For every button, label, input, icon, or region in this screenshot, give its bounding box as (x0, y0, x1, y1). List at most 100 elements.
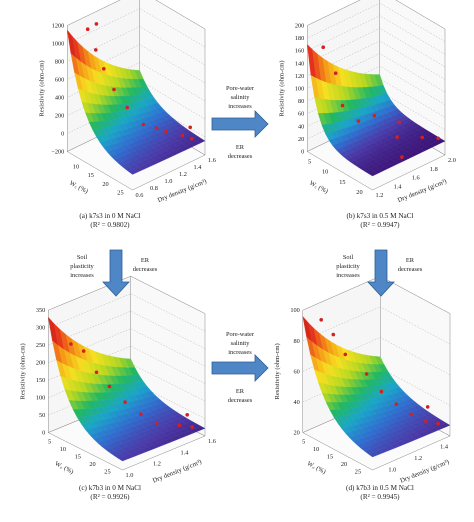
w-tick-label: 20 (356, 189, 362, 196)
d-tick-label: 1.8 (430, 166, 438, 173)
d-tick-label: 1.6 (208, 438, 216, 445)
w-axis-label: W꜀ (%) (308, 180, 329, 196)
surface-patch (440, 422, 451, 428)
data-point (425, 405, 430, 409)
z-tick-label: 200 (36, 360, 45, 367)
data-point (331, 332, 336, 337)
data-point (343, 352, 348, 357)
data-point (319, 318, 324, 322)
data-point (164, 129, 168, 134)
w-tick-label: 10 (313, 446, 319, 453)
d-tick-label: 1.4 (440, 444, 449, 451)
w-tick-label: 5 (48, 439, 51, 446)
arrow-right-top (211, 110, 269, 138)
data-point (190, 425, 194, 429)
data-point (340, 103, 345, 108)
data-point (379, 389, 384, 394)
z-axis-label: Resistivity (ohm-cm) (19, 343, 26, 399)
z-tick-label: 150 (36, 377, 45, 384)
d-tick-label: 1.2 (376, 192, 384, 199)
grid-line (48, 345, 206, 384)
z-tick-label: 600 (55, 77, 64, 84)
w-tick-label: 5 (308, 159, 311, 166)
z-tick-label: 140 (295, 60, 304, 67)
arrow-right-bottom (211, 354, 269, 382)
grid-line (48, 293, 206, 332)
data-point (188, 125, 192, 130)
data-point (372, 113, 377, 118)
panel-r2: (R² = 0.9945) (360, 493, 400, 501)
grid-line (67, 26, 206, 66)
data-point (321, 45, 326, 49)
grid-line (67, 8, 206, 48)
arrow-top-label-3: increases (228, 103, 252, 110)
arrow-left-right-2: decreases (133, 266, 158, 273)
w-tick-label: 10 (60, 446, 66, 453)
data-point (400, 155, 404, 159)
w-tick-label: 25 (104, 469, 110, 476)
z-tick-label: 60 (294, 368, 300, 375)
grid-line (67, 0, 206, 30)
z-tick-label: 50 (39, 412, 45, 419)
z-tick-label: 1000 (52, 41, 65, 48)
grid-line (307, 2, 446, 42)
d-tick-label: 1.6 (208, 157, 216, 164)
data-point (436, 421, 440, 426)
w-tick-label: 20 (102, 181, 108, 188)
z-tick-label: 200 (55, 113, 64, 120)
data-point (356, 119, 361, 123)
w-tick-label: 15 (327, 454, 333, 461)
z-tick-label: 80 (294, 338, 300, 345)
w-tick-label: 15 (75, 454, 81, 461)
grid-line (48, 363, 206, 402)
d-tick-label: 1.2 (179, 171, 187, 178)
surface-patch (435, 138, 446, 144)
z-tick-label: 120 (295, 73, 304, 80)
data-point (333, 71, 338, 75)
z-tick-label: 300 (36, 325, 45, 332)
w-tick-label: 5 (302, 439, 305, 446)
w-tick-label: 20 (89, 461, 95, 468)
data-point (94, 370, 99, 375)
data-point (154, 421, 159, 425)
data-point (424, 419, 428, 423)
data-point (420, 135, 425, 140)
d-axis-label: Dry density (g/cm³) (397, 178, 448, 204)
z-tick-label: 80 (298, 98, 304, 105)
arrow-bottom-below-1: ER (236, 388, 245, 395)
z-axis-label: Resistivity (ohm-cm) (274, 343, 281, 399)
data-point (180, 133, 185, 138)
data-point (94, 22, 99, 26)
z-axis-label: Resistivity (ohm-cm) (278, 60, 285, 116)
data-point (190, 137, 194, 141)
data-point (107, 384, 112, 389)
z-axis-label: Resistivity (ohm-cm) (38, 60, 45, 116)
z-tick-label: 40 (298, 123, 304, 130)
z-tick-label: 100 (290, 307, 299, 314)
arrow-left-label-3: increases (70, 272, 94, 279)
d-tick-label: 1.4 (181, 449, 190, 456)
z-tick-label: 1200 (52, 23, 65, 30)
chart-panel-c: 350 300 250 200 150 100 50 05 10 15 20 25 1.0 1.2 1.4 1… (19, 275, 216, 501)
z-tick-label: 60 (298, 111, 304, 118)
grid-line (307, 15, 446, 55)
w-tick-label: 25 (355, 469, 361, 476)
d-tick-label: 0.6 (136, 192, 144, 199)
w-axis-label: W꜀ (%) (306, 460, 327, 476)
d-tick-label: 1.2 (414, 455, 422, 462)
z-tick-label: 200 (295, 23, 304, 30)
d-tick-label: 0.8 (150, 185, 158, 192)
d-tick-label: 1.2 (153, 461, 161, 468)
z-tick-label: 250 (36, 342, 45, 349)
z-tick-label: 0 (301, 149, 304, 156)
panel-r2: (R² = 0.9926) (90, 493, 130, 501)
arrow-top-below-2: decreases (228, 153, 253, 160)
grid-line (48, 328, 206, 367)
panel-r2: (R² = 0.9947) (360, 221, 400, 229)
d-tick-label: 1.0 (165, 178, 173, 185)
arrow-left-label-1: Soil (77, 254, 88, 261)
z-tick-label: 40 (294, 399, 300, 406)
data-point (409, 412, 413, 417)
